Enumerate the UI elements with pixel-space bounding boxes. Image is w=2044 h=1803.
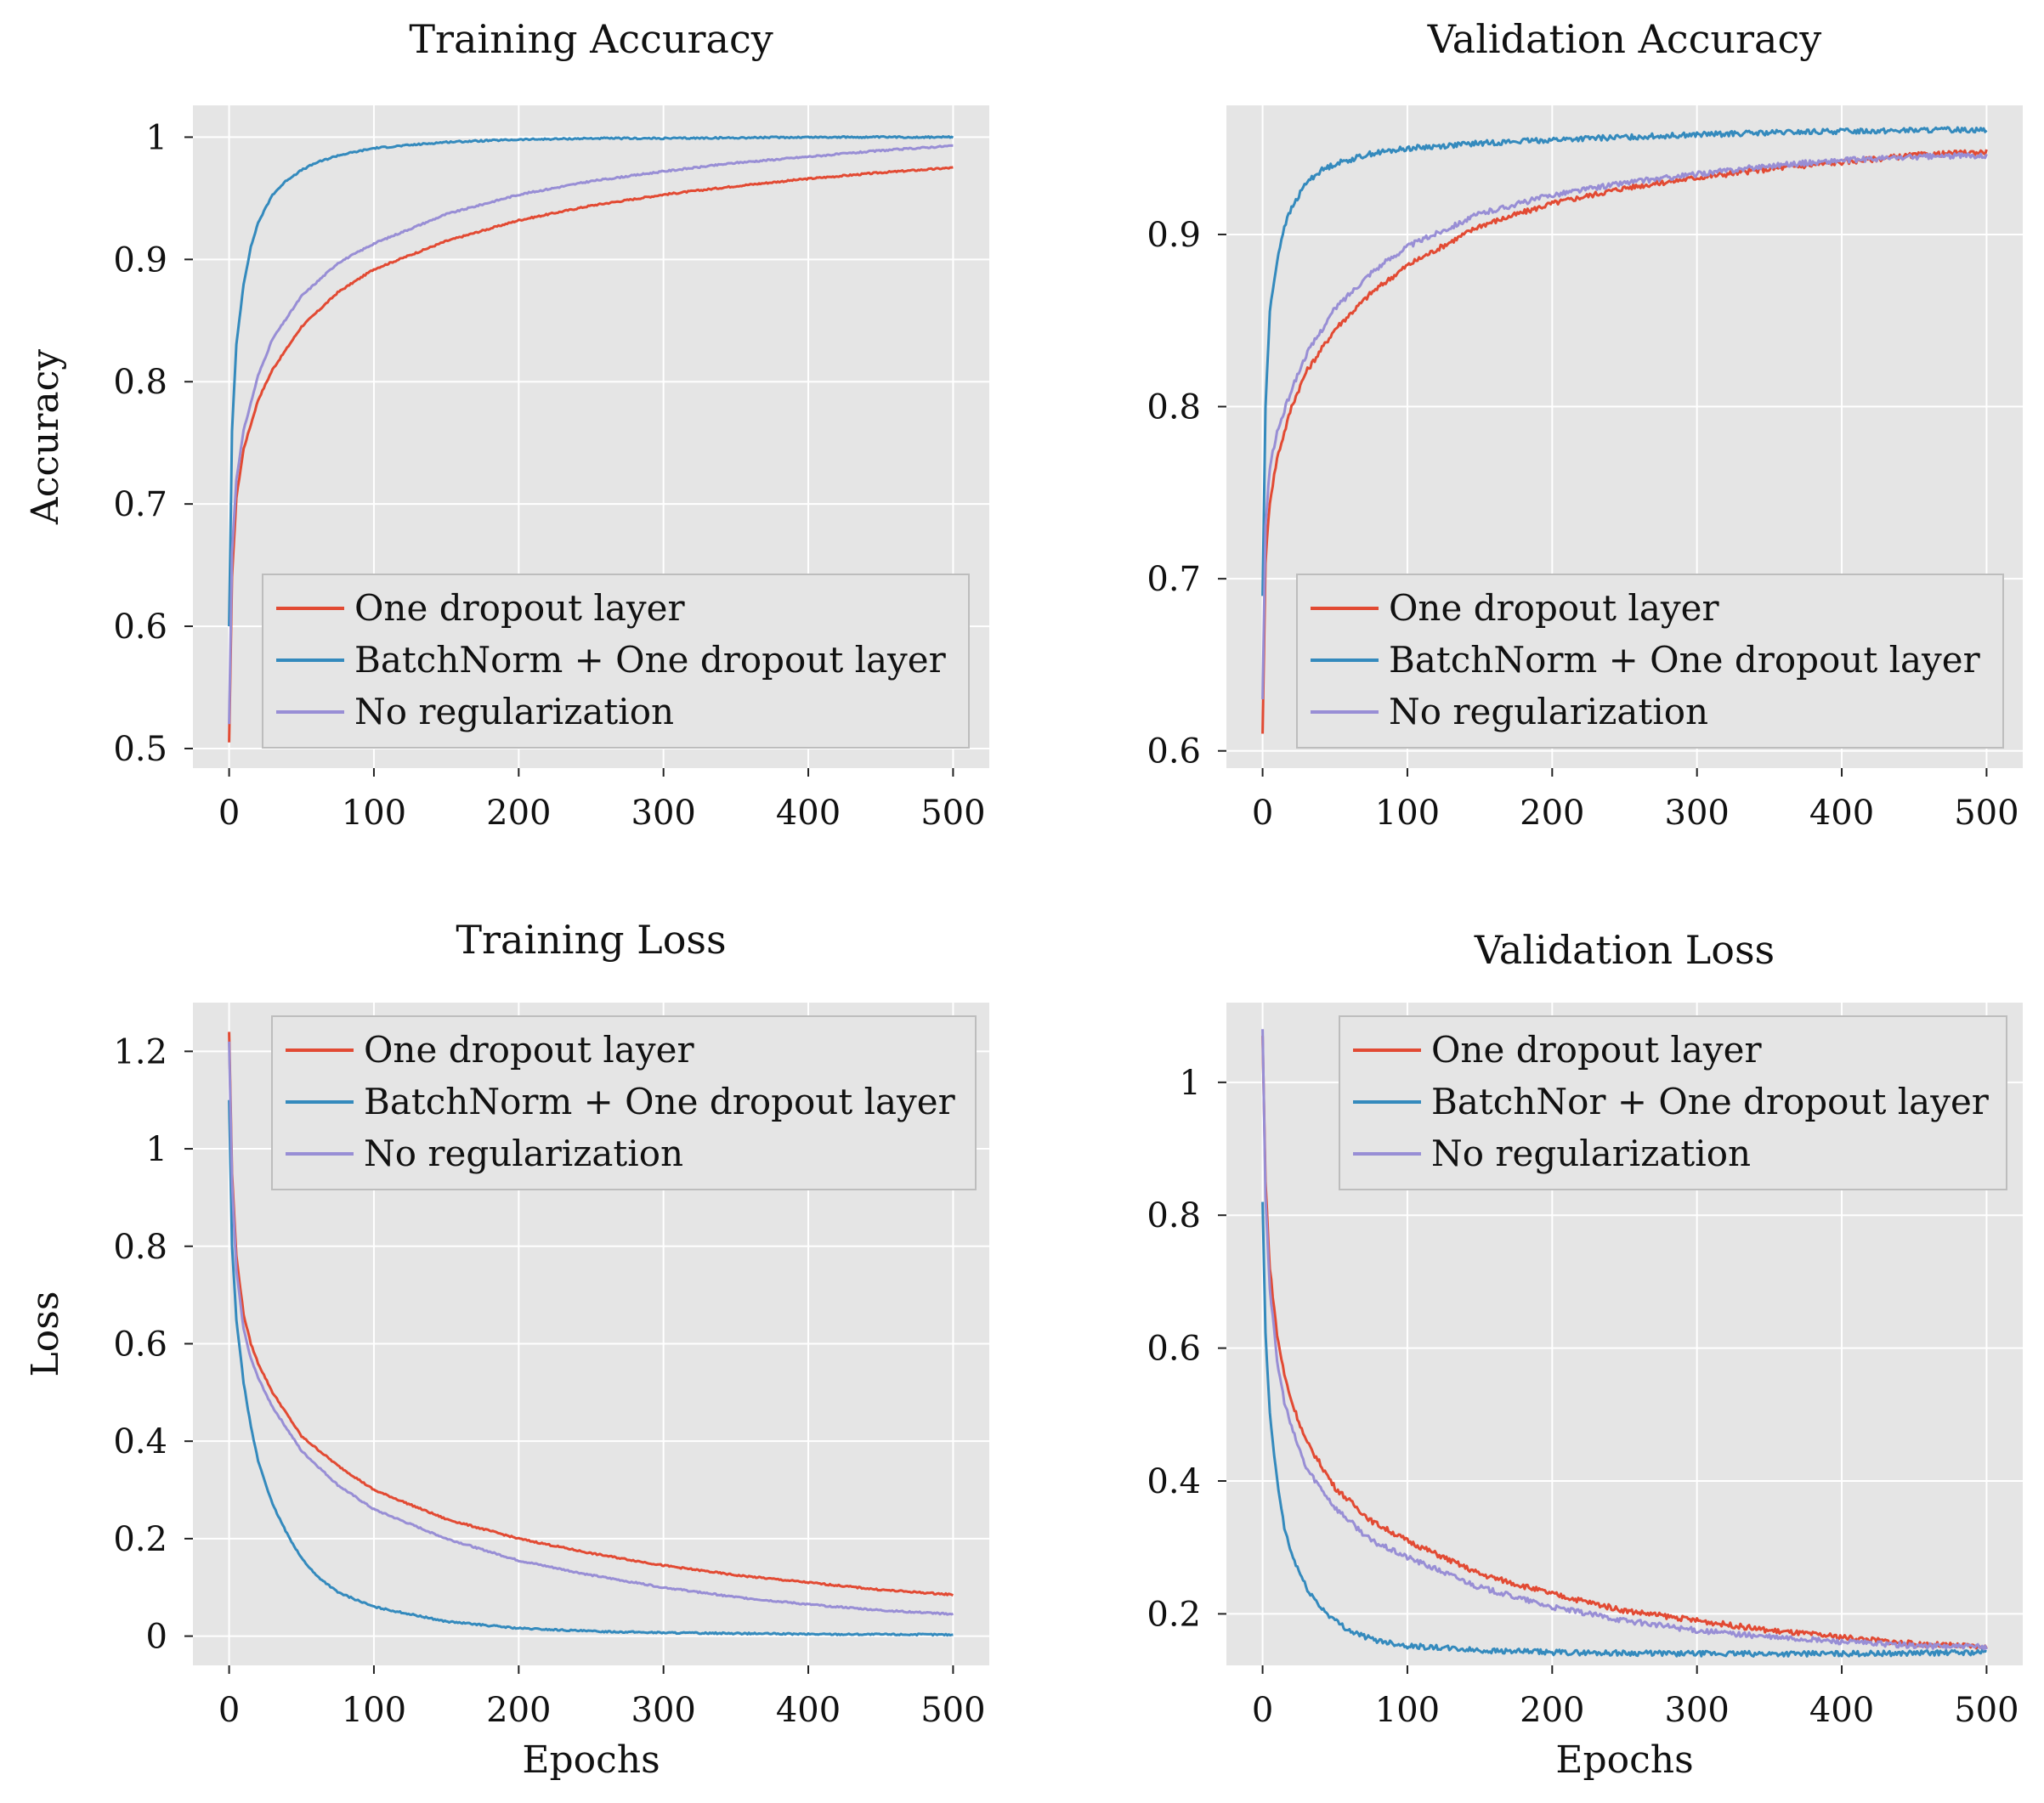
legend-label: One dropout layer <box>364 1029 694 1071</box>
y-tick-label: 1 <box>1180 1064 1201 1103</box>
x-tick-label: 400 <box>776 1691 841 1730</box>
x-tick-label: 100 <box>342 794 406 833</box>
legend-label: BatchNorm + One dropout layer <box>364 1081 956 1122</box>
y-tick-label: 0.4 <box>1147 1462 1201 1501</box>
legend: One dropout layer BatchNor + One dropout … <box>1339 1015 2007 1190</box>
y-axis-label: Loss <box>24 1291 67 1377</box>
legend-label: One dropout layer <box>1431 1029 1762 1071</box>
x-tick-label: 400 <box>1809 1691 1874 1730</box>
y-tick-label: 0.7 <box>113 485 167 524</box>
x-tick-label: 500 <box>1954 1691 2019 1730</box>
legend-box <box>262 574 970 749</box>
y-tick-label: 0.7 <box>1147 560 1201 599</box>
series-line-one-dropout-layer <box>228 166 954 743</box>
x-tick-label: 500 <box>920 794 985 833</box>
legend-label: BatchNor + One dropout layer <box>1431 1081 1990 1122</box>
x-axis-label: Epochs <box>522 1738 660 1782</box>
legend-label: One dropout layer <box>1389 587 1719 629</box>
y-tick-label: 0.4 <box>113 1422 167 1461</box>
series-line-no-regularization <box>228 1041 954 1616</box>
x-tick-label: 500 <box>1954 794 2019 833</box>
y-tick-label: 0.6 <box>113 608 167 647</box>
legend-label: BatchNorm + One dropout layer <box>354 639 947 681</box>
legend-box <box>1339 1015 2007 1190</box>
y-tick-label: 1 <box>146 118 167 157</box>
x-tick-label: 200 <box>1520 1691 1584 1730</box>
x-tick-label: 0 <box>218 1691 240 1730</box>
x-tick-label: 0 <box>218 794 240 833</box>
legend: One dropout layer BatchNorm + One dropout… <box>262 574 970 749</box>
y-tick-label: 0 <box>146 1618 167 1657</box>
x-tick-label: 300 <box>1665 794 1730 833</box>
y-tick-label: 0.8 <box>113 363 167 402</box>
y-tick-label: 0.9 <box>1147 216 1201 255</box>
y-tick-label: 0.8 <box>113 1228 167 1267</box>
x-tick-label: 300 <box>631 1691 696 1730</box>
training-accuracy-chart: 0 100 200 300 400 500 0.5 0.6 0.7 0.8 0.9 1 Training… <box>24 16 989 833</box>
y-axis-label: Accuracy <box>24 349 67 525</box>
legend-box <box>271 1015 977 1190</box>
x-tick-label: 200 <box>1520 794 1584 833</box>
y-tick-label: 0.8 <box>1147 1196 1201 1235</box>
chart-title: Validation Accuracy <box>1427 16 1821 62</box>
training-loss-chart: 0 100 200 300 400 500 0 0.2 0.4 0.6 0.8 1 1.2 Trainin… <box>24 917 989 1782</box>
y-tick-label: 0.8 <box>1147 388 1201 427</box>
series-line-no-regularization <box>228 144 954 725</box>
legend-label: BatchNorm + One dropout layer <box>1389 639 1981 681</box>
chart-title: Training Accuracy <box>409 16 773 62</box>
y-tick-label: 0.9 <box>113 240 167 280</box>
legend-box <box>1296 574 2004 749</box>
validation-loss-chart: 0 100 200 300 400 500 0.2 0.4 0.6 0.8 1 Validation … <box>1147 927 2023 1782</box>
x-tick-label: 400 <box>1809 794 1874 833</box>
series-line-batchnorm-one-dropout-layer <box>228 134 954 627</box>
series-line-one-dropout-layer <box>228 1031 954 1597</box>
y-tick-label: 1 <box>146 1130 167 1169</box>
legend-label: No regularization <box>364 1133 683 1174</box>
series-line-batchnorm-one-dropout-layer <box>1261 126 1988 596</box>
y-tick-label: 1.2 <box>113 1032 167 1071</box>
x-axis-label: Epochs <box>1555 1738 1693 1782</box>
y-tick-label: 0.2 <box>113 1520 167 1559</box>
chart-title: Training Loss <box>456 917 726 963</box>
legend-label: No regularization <box>354 691 674 732</box>
series-line-no-regularization <box>1261 1029 1988 1651</box>
x-tick-label: 100 <box>1375 794 1440 833</box>
legend: One dropout layer BatchNorm + One dropout… <box>1296 574 2004 749</box>
x-tick-label: 100 <box>1375 1691 1440 1730</box>
x-tick-label: 0 <box>1252 794 1273 833</box>
y-tick-label: 0.5 <box>113 730 167 769</box>
y-tick-label: 0.6 <box>1147 1330 1201 1369</box>
x-tick-label: 200 <box>486 794 551 833</box>
x-tick-label: 0 <box>1252 1691 1273 1730</box>
series-line-no-regularization <box>1261 152 1988 699</box>
x-tick-label: 300 <box>1665 1691 1730 1730</box>
series-line-batchnorm-one-dropout-layer <box>228 1099 954 1637</box>
validation-accuracy-chart: 0 100 200 300 400 500 0.6 0.7 0.8 0.9 Validation A… <box>1147 16 2023 833</box>
chart-title: Validation Loss <box>1474 927 1775 973</box>
x-tick-label: 500 <box>920 1691 985 1730</box>
legend: One dropout layer BatchNorm + One dropout… <box>271 1015 977 1190</box>
legend-label: No regularization <box>1431 1133 1751 1174</box>
x-tick-label: 400 <box>776 794 841 833</box>
legend-label: One dropout layer <box>354 587 685 629</box>
legend-label: No regularization <box>1389 691 1708 732</box>
x-tick-label: 100 <box>342 1691 406 1730</box>
x-tick-label: 200 <box>486 1691 551 1730</box>
y-tick-label: 0.2 <box>1147 1595 1201 1634</box>
series-line-batchnor-one-dropout-layer <box>1261 1201 1987 1658</box>
x-tick-label: 300 <box>631 794 696 833</box>
y-tick-label: 0.6 <box>113 1325 167 1364</box>
y-tick-label: 0.6 <box>1147 732 1201 772</box>
series-line-one-dropout-layer <box>1261 1036 1988 1650</box>
